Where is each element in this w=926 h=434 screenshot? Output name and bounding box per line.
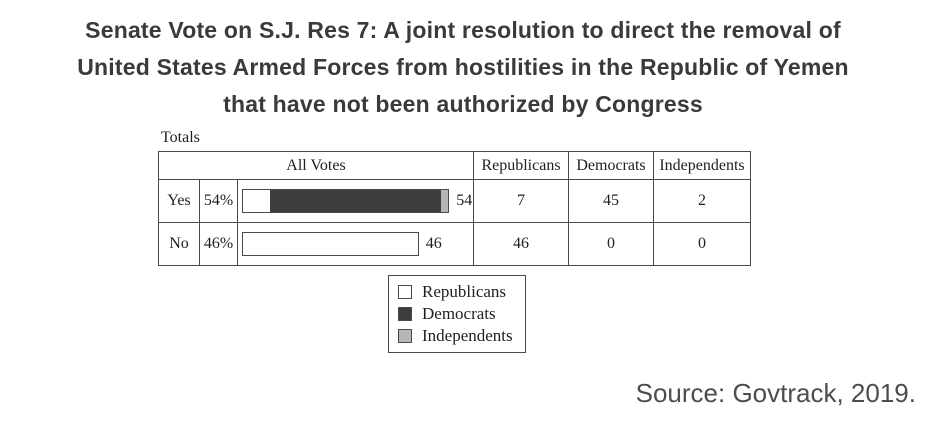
row-no-bar-cell: 46	[237, 222, 474, 266]
yes-bar-total-label: 54	[456, 192, 473, 209]
row-no-republicans-count: 46	[473, 222, 569, 266]
legend-item-democrats: Democrats	[398, 304, 513, 323]
no-stacked-bar	[242, 232, 419, 256]
figure-title: Senate Vote on S.J. Res 7: A joint resol…	[0, 12, 926, 123]
legend-label-democrats: Democrats	[422, 303, 496, 323]
no-bar-segment-republicans	[243, 233, 418, 255]
row-no-label: No	[158, 222, 200, 266]
democrats-swatch-icon	[398, 306, 412, 321]
header-republicans: Republicans	[473, 151, 569, 180]
independents-swatch-icon	[398, 328, 412, 343]
republicans-swatch-icon	[398, 284, 412, 299]
row-yes-percent: 54%	[199, 179, 238, 223]
yes-bar-segment-republicans	[243, 190, 270, 212]
yes-stacked-bar	[242, 189, 450, 213]
row-no-independents-count: 0	[653, 222, 751, 266]
figure-title-line-3: that have not been authorized by Congres…	[223, 91, 703, 117]
figure-title-line-2: United States Armed Forces from hostilit…	[77, 54, 849, 80]
table-row-yes: Yes 54% 54 7 45 2	[158, 179, 751, 223]
vote-totals-table: All Votes Republicans Democrats Independ…	[158, 151, 751, 266]
row-yes-label: Yes	[158, 179, 200, 223]
yes-bar-segment-democrats	[269, 190, 441, 212]
row-no-percent: 46%	[199, 222, 238, 266]
yes-bar-segment-independents	[440, 190, 449, 212]
row-no-democrats-count: 0	[568, 222, 654, 266]
totals-label: Totals	[161, 129, 200, 146]
no-bar-total-label: 46	[425, 235, 442, 252]
source-attribution: Source: Govtrack, 2019.	[635, 378, 916, 408]
row-yes-republicans-count: 7	[473, 179, 569, 223]
header-all-votes: All Votes	[158, 151, 474, 180]
figure-title-line-1: Senate Vote on S.J. Res 7: A joint resol…	[85, 17, 841, 43]
table-header-row: All Votes Republicans Democrats Independ…	[158, 151, 751, 180]
legend-label-independents: Independents	[422, 325, 513, 345]
header-democrats: Democrats	[568, 151, 654, 180]
legend-label-republicans: Republicans	[422, 281, 507, 301]
header-independents: Independents	[653, 151, 751, 180]
row-yes-bar-cell: 54	[237, 179, 474, 223]
legend-item-republicans: Republicans	[398, 282, 513, 301]
row-yes-independents-count: 2	[653, 179, 751, 223]
table-row-no: No 46% 46 46 0 0	[158, 222, 751, 266]
legend: Republicans Democrats Independents	[388, 275, 526, 353]
legend-item-independents: Independents	[398, 326, 513, 345]
row-yes-democrats-count: 45	[568, 179, 654, 223]
